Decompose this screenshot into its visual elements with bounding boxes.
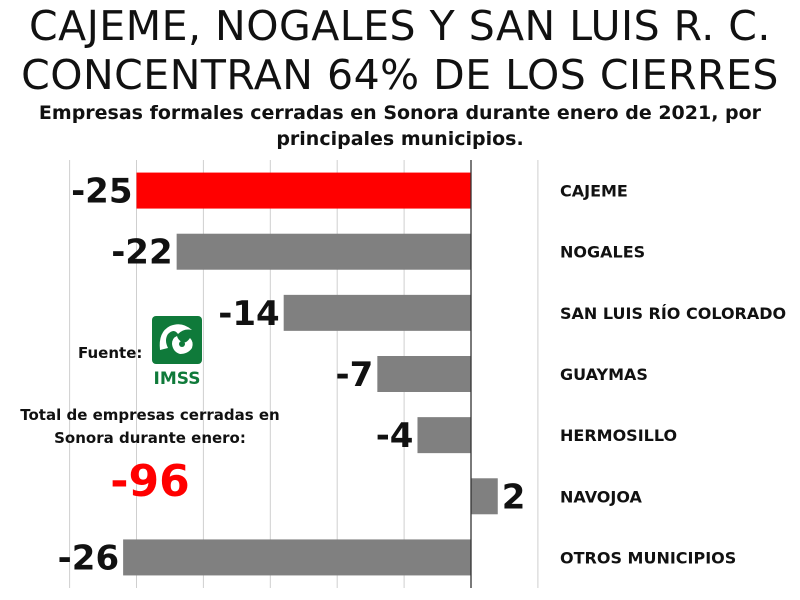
chart-subtitle: Empresas formales cerradas en Sonora dur… (38, 102, 762, 150)
value-label: 2 (502, 477, 526, 517)
category-labels: CAJEME NOGALES SAN LUIS RÍO COLORADO GUAYMA… (560, 182, 786, 568)
imss-logo: IMSS (152, 316, 202, 388)
value-label: -26 (58, 538, 119, 578)
category-label: GUAYMAS (560, 365, 648, 384)
bars (123, 172, 498, 576)
headline: CAJEME, NOGALES Y SAN LUIS R. C. CONCENT… (21, 2, 779, 99)
value-labels: -25 -22 -14 -7-4 2 -26 (58, 172, 526, 579)
bar-san-luis-r-o-colorado (283, 294, 471, 331)
value-label: -4 (376, 416, 414, 456)
category-label: OTROS MUNICIPIOS (560, 548, 736, 567)
bar-nogales (176, 233, 471, 270)
category-label: NAVOJOA (560, 487, 643, 506)
bar-navojoa (471, 478, 498, 515)
category-label: NOGALES (560, 243, 645, 262)
category-label: SAN LUIS RÍO COLORADO (560, 304, 786, 323)
value-label: -14 (218, 294, 279, 334)
imss-logo-text: IMSS (154, 369, 201, 388)
bar-guaymas (377, 356, 471, 392)
total-label: Total de empresas cerradas en Sonora dur… (20, 406, 280, 447)
value-label: -25 (71, 172, 132, 212)
total-value: -96 (110, 456, 190, 507)
source-label: Fuente: (78, 344, 143, 362)
bar-cajeme (136, 172, 471, 209)
bar-otros-municipios (123, 539, 472, 576)
category-label: CAJEME (560, 182, 628, 201)
value-label: -7 (336, 355, 374, 395)
gridlines (69, 160, 539, 588)
value-label: -22 (111, 233, 172, 273)
bar-hermosillo (417, 417, 471, 454)
category-label: HERMOSILLO (560, 426, 677, 445)
